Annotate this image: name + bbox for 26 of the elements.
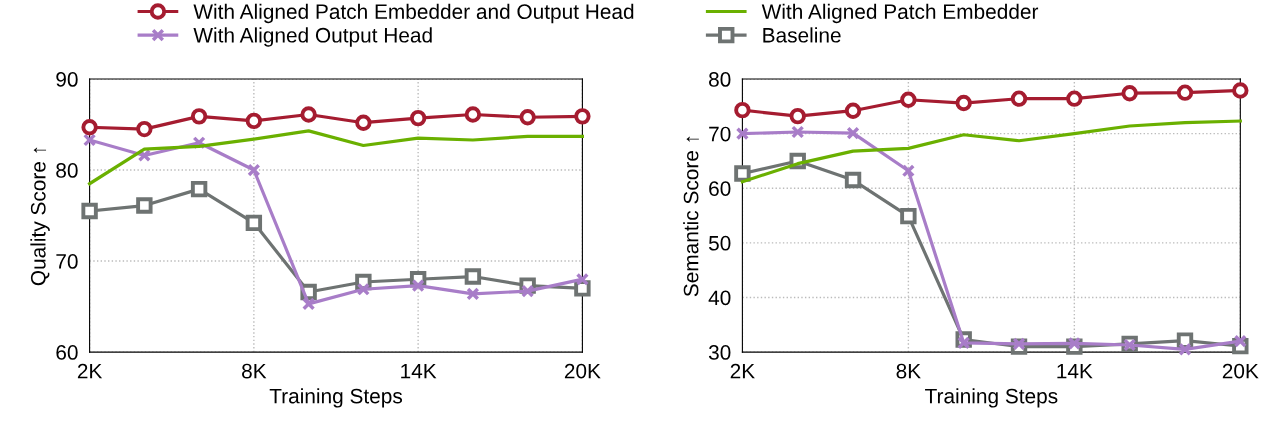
x-tick-label: 14K [1057, 363, 1093, 379]
y-tick-label: 60 [56, 345, 78, 360]
y-tick-label: 50 [708, 235, 731, 251]
y-tick-label: 90 [56, 72, 78, 87]
x-tick-label: 20K [1222, 363, 1259, 379]
x-tick-label: 8K [896, 363, 921, 379]
y-tick-label: 70 [709, 126, 731, 142]
y-tick-label: 70 [56, 254, 78, 269]
x-tick-label: 2K [77, 363, 103, 379]
y-tick-label: 80 [56, 163, 78, 178]
y-tick-label: 60 [709, 181, 731, 196]
x-axis-title: Training Steps [269, 388, 403, 408]
y-tick-label: 40 [708, 290, 731, 306]
y-axis-title: Semantic Score ↑ [683, 136, 699, 297]
legend-label: With Aligned Patch Embedder and Output Head [193, 3, 634, 24]
x-tick-label: 20K [564, 363, 601, 379]
legend-label: With Aligned Patch Embedder [761, 3, 1039, 24]
legend-label: Baseline [763, 27, 841, 43]
y-tick-label: 80 [709, 72, 731, 87]
legend-label: With Aligned Output Head [193, 27, 432, 47]
x-tick-label: 8K [242, 363, 267, 379]
x-tick-label: 2K [730, 363, 755, 379]
y-axis-title: Quality Score ↑ [30, 147, 50, 286]
x-tick-label: 14K [401, 363, 437, 379]
y-tick-label: 30 [708, 345, 731, 360]
x-axis-title: Training Steps [925, 388, 1058, 408]
